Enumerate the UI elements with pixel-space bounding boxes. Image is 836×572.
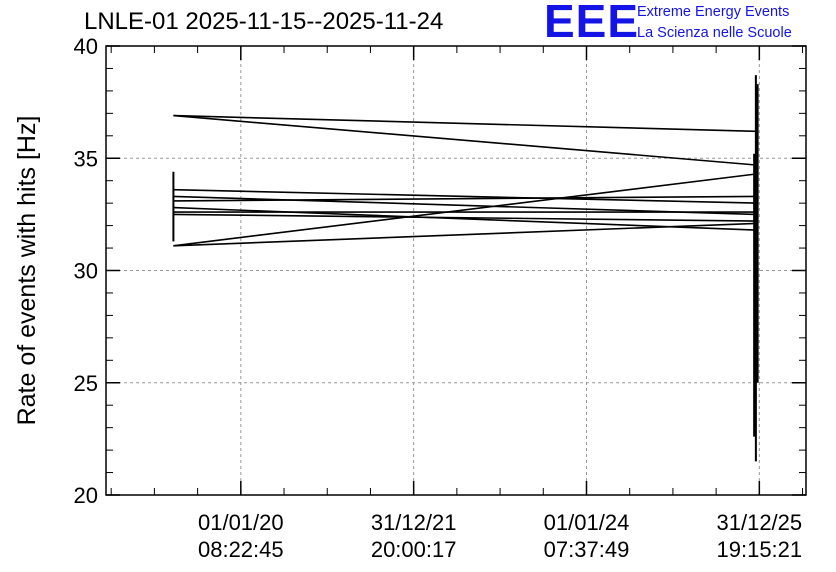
y-tick-label: 35 — [74, 146, 98, 171]
series-line-8 — [173, 213, 756, 222]
eee-logo: EEE Extreme Energy Events La Scienza nel… — [544, 0, 830, 47]
logo-line-1: Extreme Energy Events — [637, 4, 790, 20]
x-tick-label: 01/01/24 — [544, 510, 630, 535]
data-layer — [172, 75, 759, 462]
series-line-3 — [173, 188, 756, 204]
series-line-10 — [173, 222, 756, 247]
x-tick-label: 01/01/20 — [198, 510, 284, 535]
x-tick-label: 31/12/25 — [717, 510, 803, 535]
plot-frame — [105, 45, 807, 496]
series-line-9 — [173, 173, 756, 247]
series-line-1 — [173, 114, 756, 166]
series-line-2 — [173, 114, 756, 133]
y-tick-label: 20 — [74, 483, 98, 508]
chart-title: LNLE-01 2025-11-15--2025-11-24 — [84, 8, 444, 35]
y-tick-label: 25 — [74, 371, 98, 396]
y-tick-label: 30 — [74, 259, 98, 284]
y-axis-label: Rate of events with hits [Hz] — [13, 116, 41, 426]
x-tick-label-time: 08:22:45 — [198, 537, 284, 562]
logo-mark: EEE — [544, 0, 640, 47]
x-tick-label-time: 20:00:17 — [371, 537, 457, 562]
x-tick-label: 31/12/21 — [371, 510, 457, 535]
logo-line-2: La Scienza nelle Scuole — [637, 25, 792, 41]
y-tick-label: 40 — [74, 34, 98, 59]
series-line-5 — [173, 195, 756, 202]
x-tick-label-time: 07:37:49 — [544, 537, 630, 562]
grid — [106, 46, 806, 495]
x-tick-label-time: 19:15:21 — [717, 537, 803, 562]
